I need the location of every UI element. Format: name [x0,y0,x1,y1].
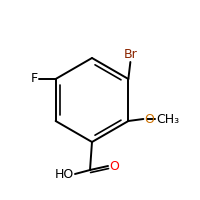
Text: Br: Br [123,48,137,61]
Text: HO: HO [55,167,74,180]
Text: F: F [31,72,38,86]
Text: O: O [110,160,119,172]
Text: CH₃: CH₃ [156,112,179,126]
Text: O: O [144,112,154,126]
